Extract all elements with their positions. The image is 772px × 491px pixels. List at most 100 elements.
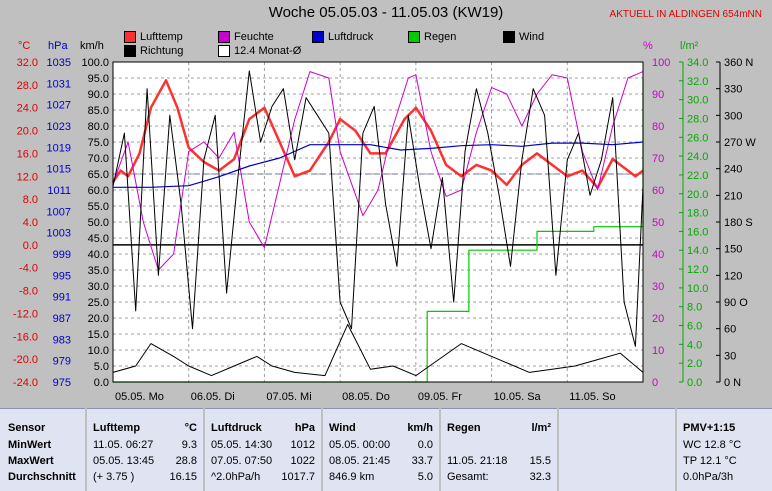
temp-max-time: 05.05. 13:45 [93, 455, 155, 467]
weather-chart: 32.0 28.0 24.0 20.0 16.0 12.0 8.0 4.0 0.0 -4.0 -8.… [13, 57, 756, 403]
legend-label: Luftdruck [328, 31, 374, 43]
legend-swatch [408, 31, 420, 43]
rain-tick-label: 2.0 [687, 358, 702, 370]
rain-tick-label: 16.0 [687, 226, 708, 238]
pressure-tick-label: 1007 [47, 206, 71, 218]
temp-header: Lufttemp [93, 422, 141, 434]
wind-tick-label: 10.0 [88, 345, 109, 357]
temp-tick-label: -12.0 [13, 308, 38, 320]
temp-tick-label: -8.0 [19, 286, 38, 298]
direction-tick-label: 120 [724, 270, 742, 282]
legend-item-lufttemp: Lufttemp [124, 31, 183, 43]
pressure-tick-label: 995 [53, 270, 71, 282]
row-label-max: MaxWert [8, 455, 54, 467]
wind-tick-label: 75.0 [88, 137, 109, 149]
legend-label: Feuchte [234, 31, 274, 43]
legend-item-luftdruck: Luftdruck [312, 31, 373, 43]
rain-tick-label: 22.0 [687, 170, 708, 182]
x-tick-label: 05.05. Mo [115, 391, 164, 403]
direction-tick-label: 30 [724, 350, 736, 362]
pressure-tick-label: 987 [53, 313, 71, 325]
direction-tick-label: 270 W [724, 137, 756, 149]
legend-swatch [218, 31, 230, 43]
rain-tick-label: 32.0 [687, 76, 708, 88]
wind-max-value: 33.7 [411, 455, 433, 467]
wind-tick-label: 20.0 [88, 313, 109, 325]
legend-item-richtung: Richtung [124, 45, 183, 57]
temp-tick-label: 0.0 [23, 240, 38, 252]
legend-label: Regen [424, 31, 457, 43]
temp-tick-label: 16.0 [17, 148, 38, 160]
direction-tick-label: 240 [724, 164, 742, 176]
pmv-dewpoint: TP 12.1 °C [683, 455, 737, 467]
wind-tick-label: 35.0 [88, 265, 109, 277]
humidity-tick-label: 20 [652, 313, 664, 325]
wind-tick-label: 85.0 [88, 105, 109, 117]
sensor-header: Sensor [8, 422, 46, 434]
wind-tick-label: 100.0 [81, 57, 109, 69]
legend-label: 12.4 Monat-Ø [234, 45, 302, 57]
wind-min-time: 05.05. 00:00 [329, 439, 391, 451]
humidity-tick-label: 0 [652, 377, 658, 389]
legend-label: Wind [519, 31, 545, 43]
rain-tick-label: 20.0 [687, 189, 708, 201]
temp-tick-label: -16.0 [13, 331, 38, 343]
row-label-min: MinWert [8, 439, 52, 451]
legend-swatch [124, 31, 136, 43]
pmv-pressure-trend: 0.0hPa/3h [683, 471, 734, 483]
rain-tick-label: 6.0 [687, 321, 702, 333]
temp-tick-label: -24.0 [13, 377, 38, 389]
pressure-min-time: 05.05. 14:30 [211, 439, 273, 451]
wind-unit-label: km/h [80, 40, 104, 52]
direction-tick-label: 330 [724, 84, 742, 96]
rain-total-value: 32.3 [529, 471, 551, 483]
temp-min-time: 11.05. 06:27 [93, 439, 154, 451]
pressure-tick-label: 1011 [47, 185, 71, 197]
x-tick-label: 09.05. Fr [418, 391, 462, 403]
x-tick-label: 06.05. Di [191, 391, 235, 403]
wind-distance: 846.9 km [329, 471, 375, 483]
wind-max-time: 08.05. 21:45 [329, 455, 391, 467]
pressure-tick-label: 1027 [47, 100, 71, 112]
temp-max-value: 28.8 [175, 455, 197, 467]
table-col-rain: Regen l/m² 11.05. 21:18 15.5 Gesamt: 32.… [441, 408, 557, 491]
humidity-tick-label: 100 [652, 57, 670, 69]
pressure-tick-label: 1035 [47, 57, 71, 69]
temp-tick-label: 8.0 [23, 194, 38, 206]
temp-tick-label: 4.0 [23, 217, 38, 229]
legend-item-monthly-avg: 12.4 Monat-Ø [218, 45, 301, 57]
pressure-tick-label: 1031 [47, 78, 71, 90]
humidity-tick-label: 70 [652, 153, 664, 165]
pmv-windchill: WC 12.8 °C [683, 439, 742, 451]
pressure-unit-label: hPa [48, 40, 68, 52]
wind-tick-label: 90.0 [88, 89, 109, 101]
direction-tick-label: 150 [724, 244, 742, 256]
temp-tick-label: 20.0 [17, 126, 38, 138]
wind-tick-label: 65.0 [88, 169, 109, 181]
wind-tick-label: 50.0 [88, 217, 109, 229]
series-line-wind [112, 323, 644, 377]
rain-tick-label: 30.0 [687, 95, 708, 107]
legend-swatch [218, 45, 230, 57]
rain-unit: l/m² [531, 422, 551, 434]
pressure-max-time: 07.05. 07:50 [211, 455, 273, 467]
temp-tick-label: 12.0 [17, 171, 38, 183]
wind-tick-label: 40.0 [88, 249, 109, 261]
temp-min-value: 9.3 [181, 439, 197, 451]
rain-max-value: 15.5 [529, 455, 551, 467]
series-line-regen [113, 78, 644, 383]
series-line-richtung [112, 70, 644, 347]
pressure-max-value: 1022 [290, 455, 315, 467]
temp-tick-label: -20.0 [13, 354, 38, 366]
pressure-tick-label: 1015 [47, 164, 71, 176]
rain-tick-label: 24.0 [687, 151, 708, 163]
series-line-feuchte [112, 71, 644, 271]
pressure-tick-label: 999 [53, 249, 71, 261]
chart-title: Woche 05.05.03 - 11.05.03 (KW19) [268, 4, 504, 21]
humidity-tick-label: 40 [652, 249, 664, 261]
rain-total-label: Gesamt: [447, 471, 489, 483]
pressure-trend: ^2.0hPa/h [211, 471, 261, 483]
legend-swatch [503, 31, 515, 43]
direction-tick-label: 60 [724, 324, 736, 336]
temp-tick-label: -4.0 [19, 263, 38, 275]
